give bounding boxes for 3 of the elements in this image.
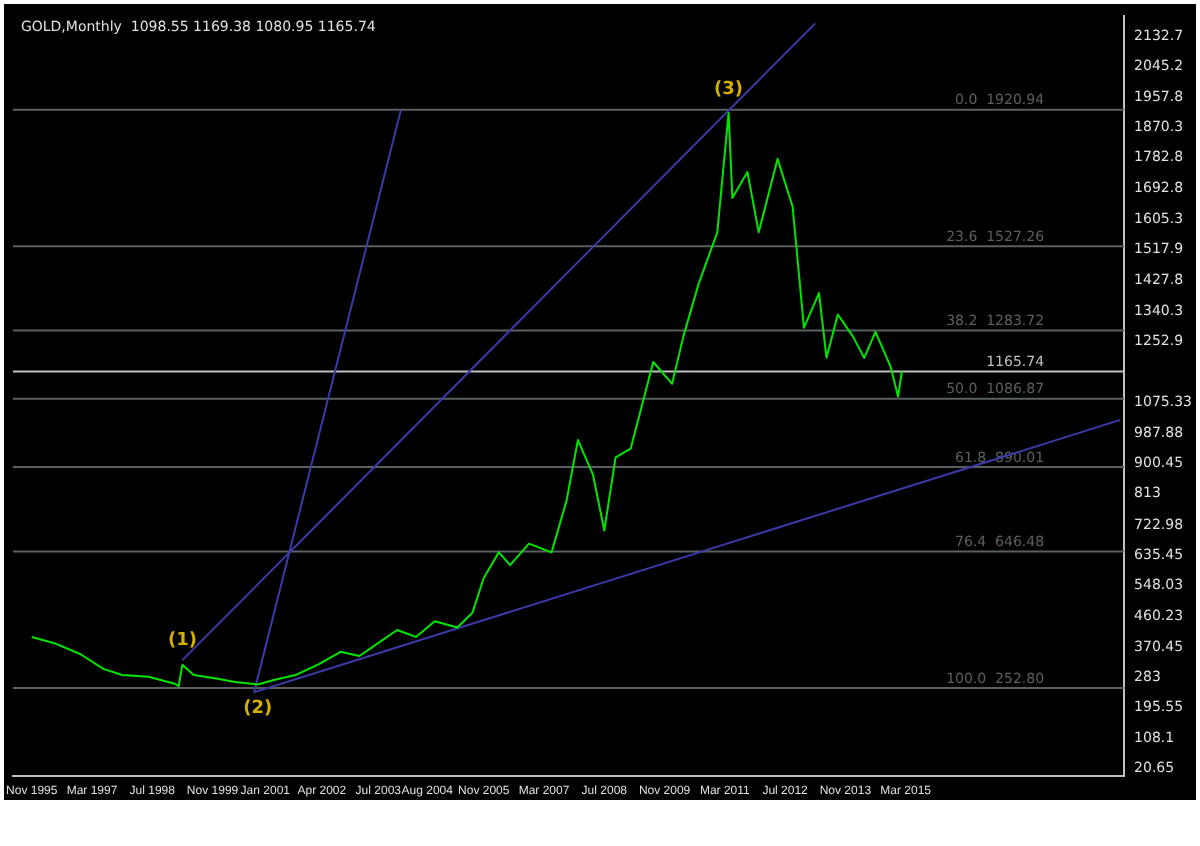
annotation: (3) <box>714 79 744 100</box>
annotation: (2) <box>243 699 273 720</box>
annotation: (1) <box>167 631 197 652</box>
